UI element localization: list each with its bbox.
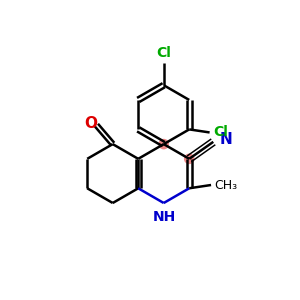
Text: N: N [220, 132, 233, 147]
Text: Cl: Cl [213, 125, 228, 140]
Text: O: O [85, 116, 98, 131]
Circle shape [184, 154, 194, 164]
Text: CH₃: CH₃ [214, 178, 238, 191]
Text: Cl: Cl [156, 46, 171, 60]
Circle shape [158, 139, 169, 149]
Text: NH: NH [153, 210, 176, 224]
